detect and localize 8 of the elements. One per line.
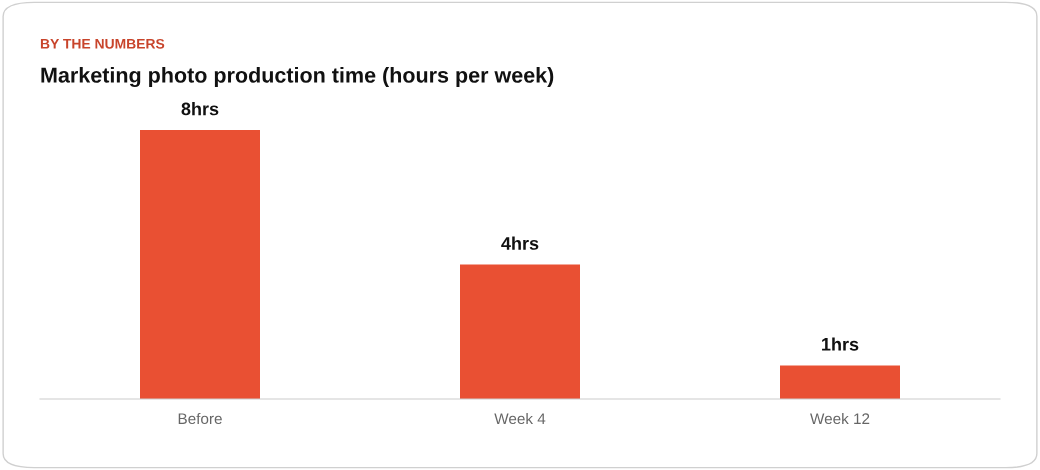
x-tick-label: Week 4 bbox=[494, 412, 546, 425]
chart-subtitle: BY THE NUMBERS bbox=[40, 38, 165, 49]
x-tick-label: Week 12 bbox=[810, 412, 870, 425]
x-tick-label: Before bbox=[178, 412, 222, 425]
chart-title: Marketing photo production time (hours per week) bbox=[41, 66, 554, 88]
data-label: 8hrs bbox=[181, 102, 219, 116]
data-label: 4hrs bbox=[501, 236, 539, 250]
data-label: 1hrs bbox=[822, 337, 859, 351]
